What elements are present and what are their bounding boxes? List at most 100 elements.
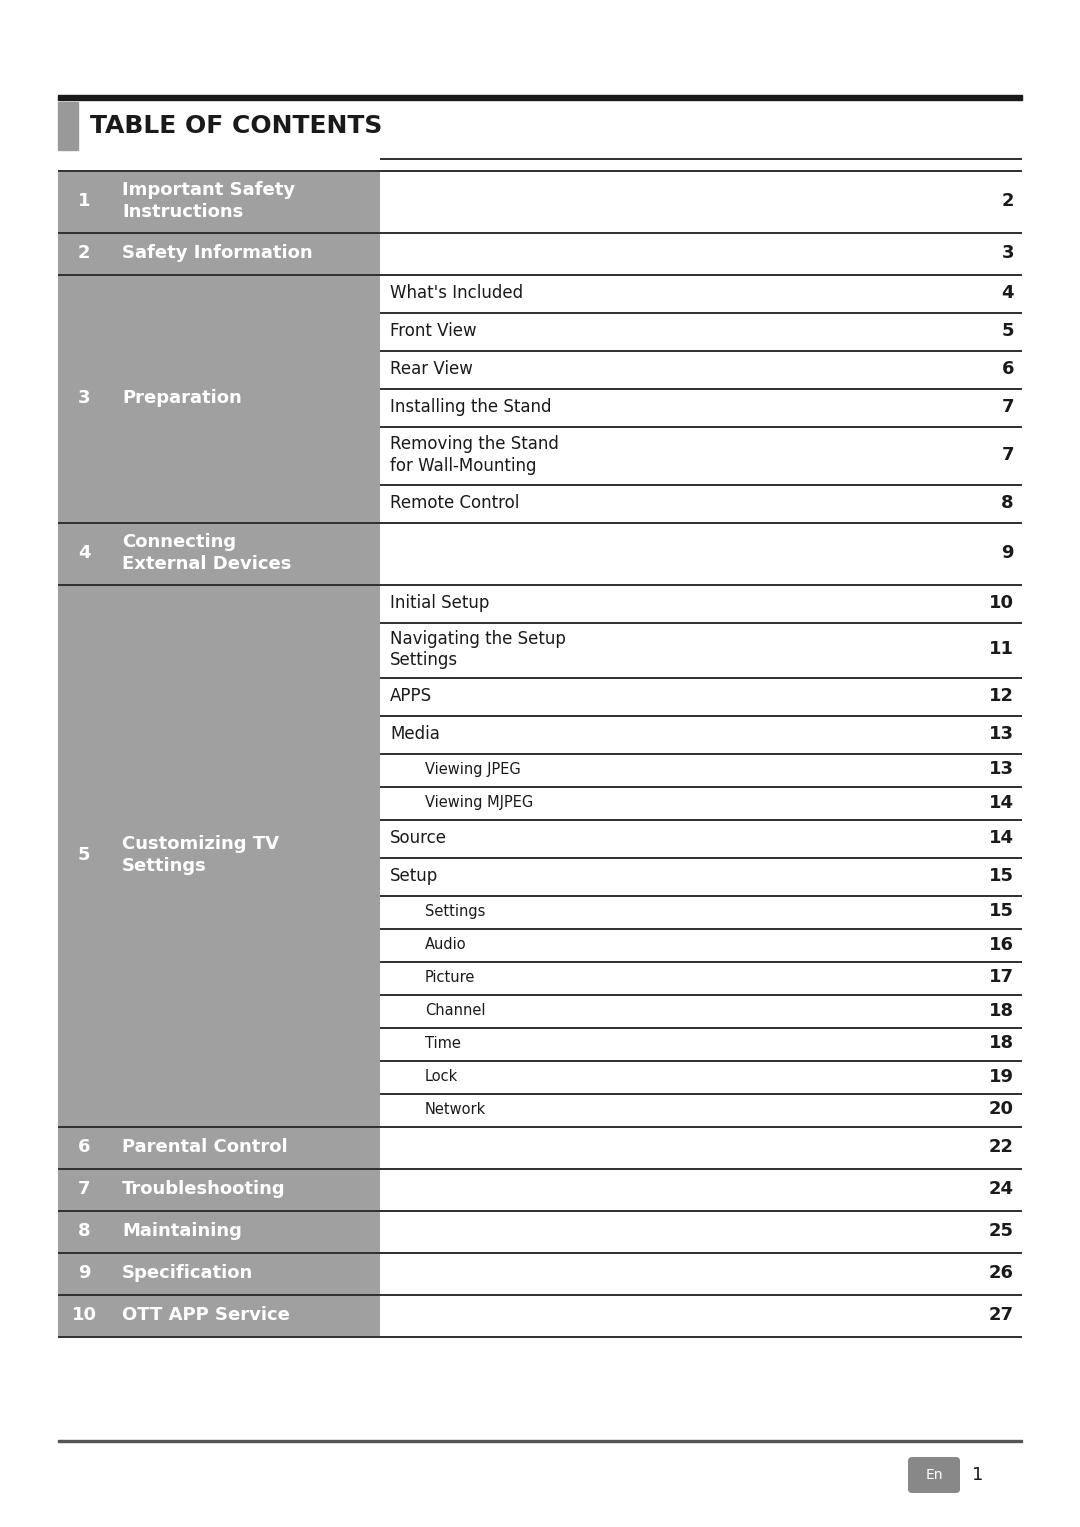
Text: 8: 8 bbox=[78, 1222, 91, 1240]
Text: 14: 14 bbox=[989, 794, 1014, 811]
Bar bbox=[380, 753, 1022, 786]
Bar bbox=[58, 1252, 380, 1293]
Text: 8: 8 bbox=[1001, 495, 1014, 512]
Bar bbox=[380, 232, 1022, 273]
Text: 10: 10 bbox=[989, 594, 1014, 612]
Text: 9: 9 bbox=[1001, 544, 1014, 562]
Text: 15: 15 bbox=[989, 867, 1014, 886]
Text: Initial Setup: Initial Setup bbox=[390, 594, 489, 612]
Bar bbox=[58, 95, 1022, 99]
Bar bbox=[380, 426, 1022, 484]
Bar bbox=[380, 928, 1022, 960]
Bar bbox=[58, 169, 380, 232]
Text: 4: 4 bbox=[1001, 284, 1014, 302]
Text: 27: 27 bbox=[989, 1306, 1014, 1324]
Text: Preparation: Preparation bbox=[122, 389, 242, 408]
Text: 5: 5 bbox=[1001, 322, 1014, 341]
Text: 3: 3 bbox=[78, 389, 91, 408]
Text: 4: 4 bbox=[78, 544, 91, 562]
Bar bbox=[380, 676, 1022, 715]
Bar bbox=[380, 818, 1022, 857]
Text: Specification: Specification bbox=[122, 1264, 253, 1283]
Bar bbox=[58, 273, 380, 522]
Bar bbox=[380, 1093, 1022, 1125]
Text: Lock: Lock bbox=[426, 1069, 458, 1084]
Text: 13: 13 bbox=[989, 725, 1014, 744]
Bar bbox=[380, 1060, 1022, 1093]
Bar bbox=[58, 1168, 380, 1209]
Text: 20: 20 bbox=[989, 1101, 1014, 1118]
Text: Customizing TV
Settings: Customizing TV Settings bbox=[122, 835, 279, 875]
Bar bbox=[380, 1125, 1022, 1168]
Bar bbox=[380, 350, 1022, 388]
Text: What's Included: What's Included bbox=[390, 284, 523, 302]
Text: Network: Network bbox=[426, 1102, 486, 1116]
Bar bbox=[380, 484, 1022, 522]
Bar bbox=[380, 1028, 1022, 1060]
Bar bbox=[380, 1209, 1022, 1252]
Text: 13: 13 bbox=[989, 760, 1014, 779]
Text: 5: 5 bbox=[78, 846, 91, 864]
FancyBboxPatch shape bbox=[908, 1457, 960, 1493]
Text: 7: 7 bbox=[1001, 446, 1014, 464]
Bar bbox=[380, 388, 1022, 426]
Text: 2: 2 bbox=[78, 244, 91, 263]
Text: Important Safety
Instructions: Important Safety Instructions bbox=[122, 182, 295, 221]
Bar bbox=[58, 1209, 380, 1252]
Bar bbox=[380, 1252, 1022, 1293]
Text: Audio: Audio bbox=[426, 938, 467, 951]
Bar bbox=[380, 169, 1022, 232]
Text: 1: 1 bbox=[972, 1466, 984, 1484]
Bar bbox=[380, 273, 1022, 312]
Text: 11: 11 bbox=[989, 640, 1014, 658]
Bar bbox=[380, 786, 1022, 818]
Bar bbox=[380, 522, 1022, 583]
Text: OTT APP Service: OTT APP Service bbox=[122, 1306, 289, 1324]
Bar bbox=[58, 1125, 380, 1168]
Text: Troubleshooting: Troubleshooting bbox=[122, 1180, 285, 1199]
Text: 22: 22 bbox=[989, 1138, 1014, 1156]
Text: Time: Time bbox=[426, 1035, 461, 1051]
Text: Viewing JPEG: Viewing JPEG bbox=[426, 762, 521, 777]
Bar bbox=[58, 102, 78, 150]
Bar bbox=[380, 312, 1022, 350]
Bar bbox=[380, 621, 1022, 676]
Text: Source: Source bbox=[390, 829, 447, 847]
Bar bbox=[58, 232, 380, 273]
Text: Settings: Settings bbox=[426, 904, 485, 919]
Bar bbox=[58, 1293, 380, 1336]
Text: Connecting
External Devices: Connecting External Devices bbox=[122, 533, 292, 573]
Text: 9: 9 bbox=[78, 1264, 91, 1283]
Text: Viewing MJPEG: Viewing MJPEG bbox=[426, 796, 534, 809]
Text: En: En bbox=[926, 1467, 943, 1483]
Text: 7: 7 bbox=[1001, 399, 1014, 415]
Bar bbox=[58, 522, 380, 583]
Text: Parental Control: Parental Control bbox=[122, 1138, 287, 1156]
Text: 6: 6 bbox=[78, 1138, 91, 1156]
Text: 19: 19 bbox=[989, 1067, 1014, 1086]
Text: 10: 10 bbox=[71, 1306, 96, 1324]
Text: Media: Media bbox=[390, 725, 440, 744]
Text: 24: 24 bbox=[989, 1180, 1014, 1199]
Bar bbox=[380, 994, 1022, 1028]
Bar bbox=[380, 715, 1022, 753]
Text: Rear View: Rear View bbox=[390, 360, 473, 379]
Text: Maintaining: Maintaining bbox=[122, 1222, 242, 1240]
Text: 3: 3 bbox=[1001, 244, 1014, 263]
Bar bbox=[380, 895, 1022, 928]
Text: APPS: APPS bbox=[390, 687, 432, 705]
Bar bbox=[380, 583, 1022, 621]
Text: Channel: Channel bbox=[426, 1003, 486, 1019]
Text: 26: 26 bbox=[989, 1264, 1014, 1283]
Bar bbox=[380, 960, 1022, 994]
Bar bbox=[58, 583, 380, 1125]
Text: Removing the Stand
for Wall-Mounting: Removing the Stand for Wall-Mounting bbox=[390, 435, 558, 475]
Text: 25: 25 bbox=[989, 1222, 1014, 1240]
Text: 15: 15 bbox=[989, 902, 1014, 921]
Bar bbox=[380, 1168, 1022, 1209]
Text: 7: 7 bbox=[78, 1180, 91, 1199]
Text: Picture: Picture bbox=[426, 970, 475, 985]
Text: 1: 1 bbox=[78, 192, 91, 211]
Bar bbox=[380, 857, 1022, 895]
Text: Navigating the Setup
Settings: Navigating the Setup Settings bbox=[390, 629, 566, 669]
